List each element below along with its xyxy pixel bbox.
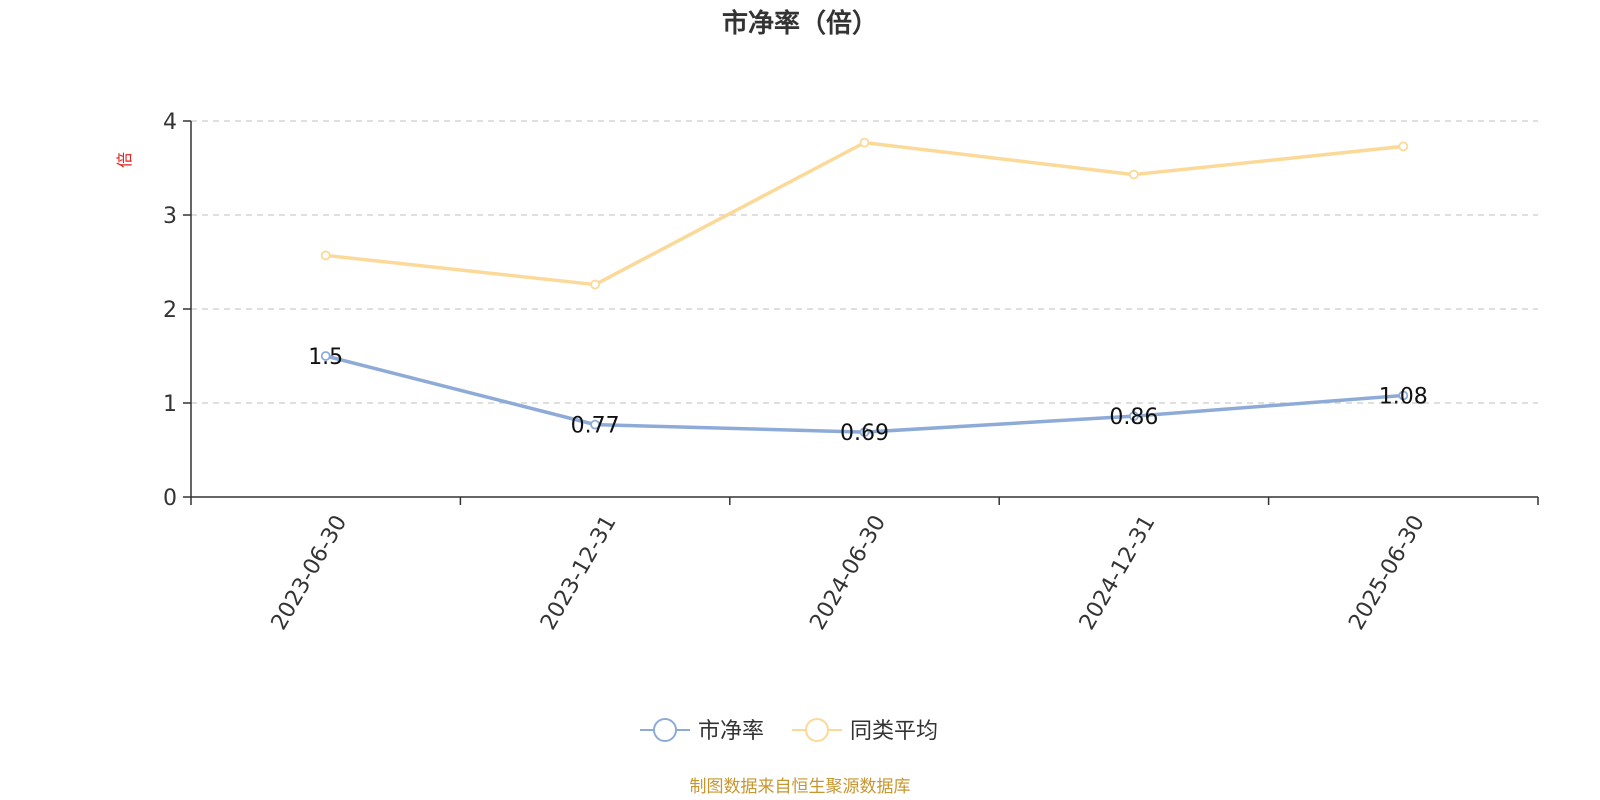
legend-circle-icon [653, 718, 677, 742]
data-label: 1.08 [1379, 384, 1428, 409]
series-peer-average [320, 137, 1409, 290]
data-point[interactable] [320, 351, 331, 361]
legend-circle-icon [805, 718, 829, 742]
y-tick-label: 2 [163, 298, 177, 323]
series-line [325, 140, 1404, 287]
data-point[interactable] [1398, 390, 1409, 401]
data-point[interactable] [320, 250, 331, 261]
legend[interactable]: 市净率 同类平均 [640, 718, 938, 744]
data-label: 0.77 [571, 414, 620, 439]
source-note: 制图数据来自恒生聚源数据库 [690, 777, 911, 797]
x-tick-label: 2024-12-31 [1075, 511, 1161, 634]
data-point[interactable] [859, 137, 870, 148]
data-point[interactable] [590, 419, 600, 430]
y-tick-label: 1 [163, 392, 177, 417]
y-tick-label: 4 [163, 110, 177, 135]
data-point[interactable] [859, 427, 870, 438]
y-tick-label: 3 [163, 204, 177, 229]
y-tick-label: 0 [163, 486, 177, 511]
legend-item-peer-average[interactable]: 同类平均 [792, 718, 938, 744]
legend-item-pb-ratio[interactable]: 市净率 [640, 718, 764, 744]
data-label: 0.86 [1109, 405, 1158, 430]
series-group: 1.5 0.77 0.69 0.86 1.08 [308, 137, 1428, 446]
legend-label: 市净率 [698, 719, 764, 744]
data-point[interactable] [1129, 411, 1139, 422]
x-tick-label: 2025-06-30 [1344, 511, 1430, 634]
data-label: 1.5 [308, 345, 343, 370]
x-tick-label: 2023-12-31 [536, 511, 622, 634]
series-pb-ratio: 1.5 0.77 0.69 0.86 1.08 [308, 345, 1428, 446]
data-point[interactable] [1398, 141, 1409, 152]
x-axis-ticks: 2023-06-30 2023-12-31 2024-06-30 2024-12-31… [190, 497, 1539, 634]
data-label: 0.69 [840, 421, 889, 446]
y-axis-ticks: 0 1 2 3 4 [163, 110, 191, 511]
x-tick-label: 2024-06-30 [805, 511, 891, 634]
x-tick-label: 2023-06-30 [267, 511, 353, 634]
data-point[interactable] [1129, 169, 1139, 180]
y-axis-label: 倍 [115, 152, 134, 168]
legend-label: 同类平均 [850, 719, 938, 744]
chart-title: 市净率（倍） [722, 8, 878, 39]
data-point[interactable] [590, 279, 600, 290]
